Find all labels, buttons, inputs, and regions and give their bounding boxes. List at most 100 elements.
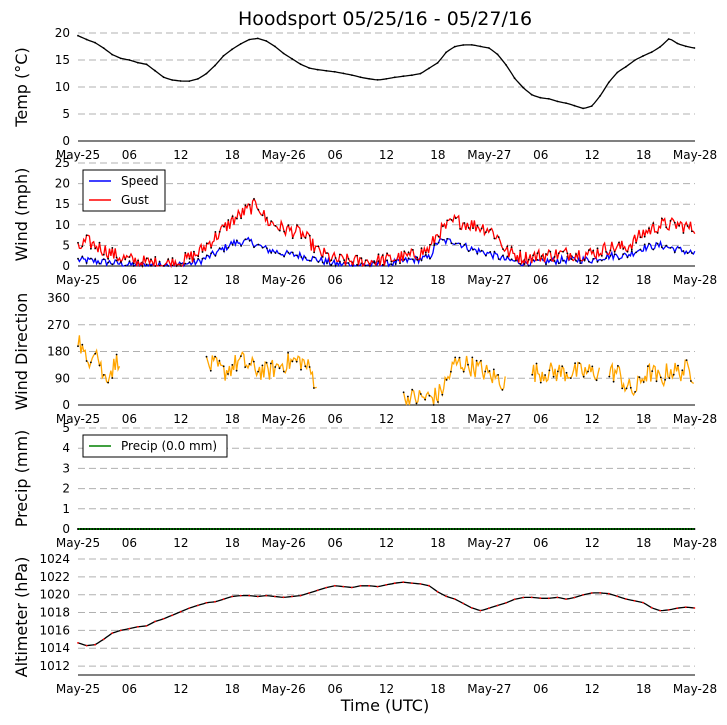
data-point-wind: [236, 239, 238, 242]
data-point-precip: [613, 528, 616, 530]
data-point-winddir: [244, 366, 247, 368]
data-point-wind: [253, 198, 255, 200]
data-point-wind: [656, 242, 659, 245]
data-point-precip: [168, 528, 171, 530]
data-point-precip: [639, 528, 642, 530]
data-point-winddir: [462, 370, 465, 373]
data-point-precip: [239, 528, 242, 530]
data-point-altimeter: [333, 584, 336, 587]
data-point-precip: [516, 528, 519, 530]
data-point-precip: [522, 528, 525, 530]
data-point-wind: [454, 242, 457, 245]
data-point-winddir: [209, 369, 212, 372]
data-point-precip: [185, 528, 188, 530]
data-point-temp: [625, 65, 627, 68]
data-point-wind: [304, 237, 307, 239]
data-point-precip: [507, 528, 510, 530]
data-point-wind: [665, 244, 668, 247]
data-point-wind: [390, 263, 393, 265]
data-point-temp: [248, 38, 251, 41]
y-tick-label-temp: 20: [55, 26, 70, 40]
data-point-winddir: [287, 351, 289, 354]
data-point-precip: [428, 528, 430, 530]
data-point-precip: [311, 528, 313, 530]
data-point-temp: [522, 86, 525, 89]
x-tick-label-precip: May-28: [673, 536, 717, 550]
data-point-wind: [244, 204, 247, 207]
data-point-wind: [369, 265, 371, 267]
data-point-wind: [686, 225, 689, 227]
y-tick-label-precip: 5: [62, 421, 70, 435]
data-point-wind: [575, 259, 577, 262]
data-point-winddir: [77, 345, 79, 348]
data-point-altimeter: [316, 589, 319, 592]
data-point-wind: [618, 241, 620, 244]
data-point-precip: [342, 528, 345, 530]
data-point-altimeter: [436, 590, 439, 593]
data-point-wind: [210, 252, 213, 255]
data-point-precip: [550, 528, 553, 530]
x-tick-label-wind: May-25: [56, 273, 100, 287]
data-point-wind: [450, 242, 453, 245]
data-point-precip: [296, 528, 299, 530]
data-point-altimeter: [411, 582, 413, 584]
data-point-wind: [579, 262, 582, 264]
data-point-wind: [450, 219, 453, 221]
data-point-wind: [317, 245, 320, 248]
data-point-wind: [545, 263, 547, 266]
data-point-wind: [291, 251, 294, 254]
data-point-winddir: [672, 373, 675, 376]
data-point-temp: [291, 57, 293, 60]
data-point-precip: [114, 528, 117, 530]
x-tick-label-altimeter: May-27: [467, 682, 511, 696]
data-point-wind: [394, 259, 397, 262]
data-point-wind: [270, 251, 273, 254]
data-point-precip: [493, 528, 496, 530]
data-point-altimeter: [556, 596, 559, 599]
data-point-winddir: [587, 370, 589, 373]
data-point-wind: [373, 261, 376, 264]
data-point-wind: [321, 256, 324, 258]
data-point-wind: [386, 259, 388, 262]
data-point-temp: [470, 44, 473, 46]
data-point-precip: [331, 528, 333, 530]
data-point-wind: [403, 258, 406, 261]
data-point-winddir: [94, 352, 97, 355]
data-point-wind: [81, 255, 84, 258]
data-point-precip: [664, 528, 667, 530]
data-point-precip: [567, 528, 570, 530]
data-point-precip: [248, 528, 251, 530]
data-point-wind: [339, 253, 341, 256]
data-point-winddir: [642, 381, 645, 383]
data-point-wind: [622, 253, 625, 256]
data-point-precip: [399, 528, 402, 530]
data-point-temp: [308, 67, 310, 69]
data-point-temp: [393, 76, 396, 79]
data-point-wind: [497, 236, 500, 239]
data-point-precip: [565, 528, 567, 530]
data-point-wind: [446, 237, 449, 240]
data-point-wind: [412, 249, 414, 251]
data-point-temp: [231, 48, 234, 51]
data-point-wind: [77, 257, 79, 260]
data-point-winddir: [270, 362, 272, 365]
data-point-precip: [222, 528, 225, 530]
x-tick-label-altimeter: 18: [430, 682, 445, 696]
data-point-temp: [274, 45, 276, 48]
data-point-wind: [420, 247, 423, 250]
x-tick-label-precip: 12: [585, 536, 600, 550]
data-point-precip: [119, 528, 122, 530]
data-point-altimeter: [171, 614, 174, 617]
data-point-precip: [151, 528, 154, 530]
y-tick-label-altimeter: 1014: [39, 641, 70, 655]
data-point-precip: [533, 528, 536, 530]
data-point-winddir: [621, 387, 624, 390]
data-point-temp: [642, 55, 644, 57]
data-point-wind: [240, 245, 243, 247]
data-point-precip: [345, 528, 348, 530]
data-point-wind: [394, 263, 397, 265]
data-point-wind: [497, 258, 500, 260]
data-point-winddir: [629, 386, 632, 389]
data-point-altimeter: [342, 585, 345, 588]
data-point-wind: [266, 247, 268, 250]
